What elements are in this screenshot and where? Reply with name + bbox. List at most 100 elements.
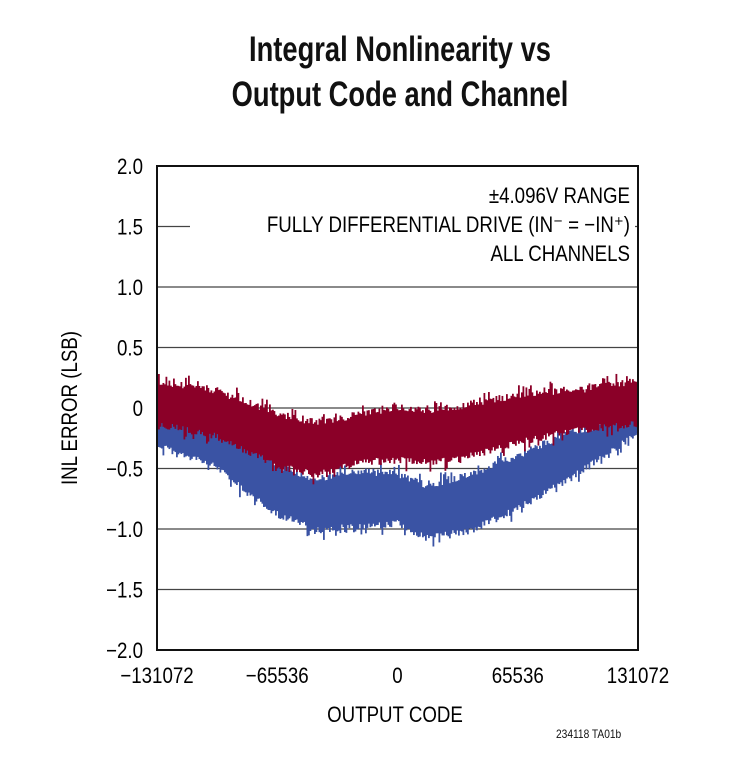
inl-series-1-bar <box>527 395 529 440</box>
inl-series-1-bar <box>540 393 543 441</box>
inl-series-0-bar <box>234 435 237 484</box>
inl-series-1-bar <box>554 388 556 433</box>
inl-series-0-bar <box>494 461 496 519</box>
inl-series-1-bar <box>464 407 466 458</box>
inl-series-1-bar <box>195 385 198 435</box>
inl-series-1-bar <box>498 395 501 446</box>
inl-series-0-bar <box>231 435 234 481</box>
figure-footnote: 234118 TA01b <box>556 727 622 741</box>
inl-series-0-bar <box>423 487 426 537</box>
inl-series-1-bar <box>384 410 387 463</box>
inl-series-0-bar <box>449 483 451 539</box>
inl-series-0-bar <box>411 478 414 533</box>
inl-series-0-bar <box>537 448 540 495</box>
inl-series-0-bar <box>615 418 618 451</box>
inl-series-1-bar <box>557 393 559 433</box>
inl-series-0-bar <box>578 429 580 482</box>
inl-series-0-bar <box>161 417 163 449</box>
inl-series-1-bar <box>467 402 469 459</box>
inl-series-0-bar <box>176 420 178 458</box>
inl-series-1-bar <box>585 389 588 430</box>
inl-series-1-bar <box>278 415 280 468</box>
inl-series-0-bar <box>459 473 462 531</box>
inl-series-0-bar <box>317 480 319 528</box>
inl-series-0-bar <box>293 464 295 522</box>
inl-series-0-bar <box>464 473 466 529</box>
inl-series-0-bar <box>348 473 351 529</box>
inl-series-1-bar <box>566 389 568 436</box>
inl-series-1-bar <box>626 376 628 428</box>
inl-series-1-bar <box>321 416 324 475</box>
inl-series-0-bar <box>521 455 523 513</box>
inl-series-1-bar <box>282 413 285 470</box>
inl-series-1-bar <box>590 390 592 432</box>
inl-series-1-bar <box>633 381 636 427</box>
inl-series-0-bar <box>471 474 474 529</box>
inl-series-1-bar <box>189 384 192 433</box>
inl-series-0-bar <box>350 473 352 525</box>
inl-series-0-bar <box>251 444 253 495</box>
inl-series-0-bar <box>516 454 519 510</box>
inl-series-1-bar <box>356 414 358 465</box>
inl-series-0-bar <box>593 420 595 466</box>
inl-series-1-bar <box>635 381 637 427</box>
inl-series-1-bar <box>509 398 511 443</box>
inl-series-0-bar <box>534 445 537 498</box>
inl-series-1-bar <box>398 410 400 461</box>
inl-series-0-bar <box>426 485 429 535</box>
inl-series-1-bar <box>621 380 624 426</box>
inl-series-1-bar <box>612 383 615 425</box>
inl-series-0-bar <box>221 428 223 470</box>
inl-series-0-bar <box>438 481 441 543</box>
inl-series-1-bar <box>500 401 502 448</box>
inl-series-0-bar <box>374 470 376 527</box>
inl-series-1-bar <box>260 405 262 457</box>
inl-series-1-bar <box>315 420 318 475</box>
inl-series-1-bar <box>545 392 547 440</box>
inl-series-1-bar <box>479 397 481 457</box>
inl-series-1-bar <box>225 395 228 442</box>
inl-series-1-bar <box>171 386 174 425</box>
inl-series-0-bar <box>393 466 396 522</box>
inl-series-0-bar <box>525 452 528 504</box>
inl-series-1-bar <box>350 416 352 468</box>
inl-series-1-bar <box>330 419 333 469</box>
inl-series-0-bar <box>302 476 304 523</box>
inl-series-1-bar <box>423 412 426 460</box>
inl-series-1-bar <box>549 381 552 435</box>
inl-series-1-bar <box>344 420 346 464</box>
inl-series-1-bar <box>303 423 306 472</box>
inl-series-0-bar <box>381 471 384 535</box>
inl-series-1-bar <box>294 410 297 470</box>
inl-series-0-bar <box>402 477 405 525</box>
inl-series-1-bar <box>291 408 294 467</box>
inl-series-1-bar <box>249 399 252 456</box>
inl-series-0-bar <box>236 436 238 486</box>
inl-series-0-bar <box>179 420 181 453</box>
inl-series-0-bar <box>191 422 193 459</box>
inl-series-1-bar <box>212 393 214 436</box>
inl-series-0-bar <box>327 475 330 529</box>
inl-series-1-bar <box>164 384 166 428</box>
inl-series-0-bar <box>503 461 505 519</box>
inl-series-0-bar <box>332 474 334 531</box>
inl-series-0-bar <box>518 453 520 506</box>
inl-series-0-bar <box>300 471 303 523</box>
inl-series-1-bar <box>297 420 300 470</box>
inl-series-0-bar <box>186 422 189 456</box>
inl-series-0-bar <box>585 431 588 470</box>
inl-series-1-bar <box>488 392 490 451</box>
inl-series-1-bar <box>353 412 355 466</box>
inl-series-1-bar <box>347 418 349 466</box>
inl-series-1-bar <box>320 420 322 472</box>
inl-series-0-bar <box>515 456 517 508</box>
inl-series-0-bar <box>264 455 267 507</box>
inl-series-1-bar <box>525 387 528 438</box>
inl-series-1-bar <box>378 408 381 465</box>
inl-series-0-bar <box>356 474 358 530</box>
inl-series-1-bar <box>192 385 195 440</box>
inl-series-0-bar <box>230 439 232 487</box>
inl-series-0-bar <box>318 479 321 533</box>
inl-series-1-bar <box>254 405 256 454</box>
inl-series-0-bar <box>632 416 634 439</box>
